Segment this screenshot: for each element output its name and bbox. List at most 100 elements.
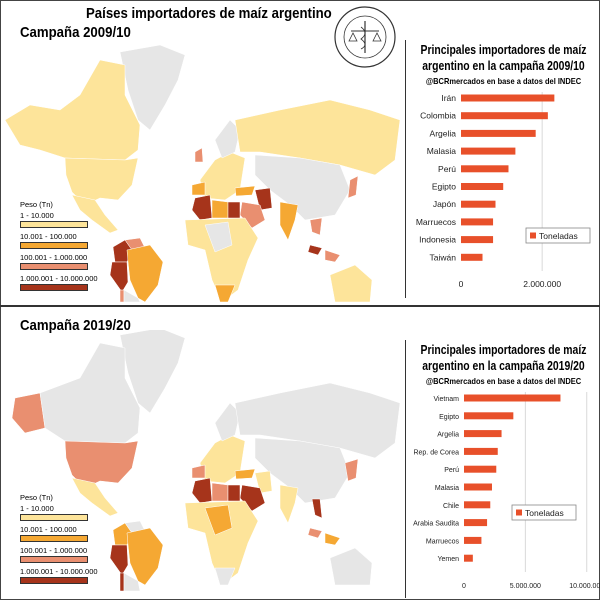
legend-swatch	[516, 509, 522, 516]
africa-central	[204, 221, 233, 253]
bar-argelia	[461, 129, 536, 137]
turkey	[234, 185, 256, 197]
canada-alaska	[4, 59, 141, 161]
scandinavia	[214, 119, 241, 159]
bar-malasia	[461, 147, 516, 155]
malaysia	[307, 527, 323, 539]
alaska	[11, 392, 46, 434]
legend-swatch	[20, 535, 88, 542]
algeria	[191, 194, 213, 221]
x-tick-label: 10.000.000	[569, 583, 600, 590]
chart-panel-2019: Principales importadores de maíz argenti…	[405, 340, 600, 598]
category-label: Malasia	[435, 485, 459, 492]
category-label: Irán	[441, 93, 456, 103]
turkey	[234, 468, 256, 480]
main-title: Países importadores de maíz argentino	[86, 5, 332, 22]
category-label: Indonesia	[419, 235, 456, 245]
australia	[329, 264, 373, 302]
legend-swatch	[20, 577, 88, 584]
legend-swatch	[20, 284, 88, 291]
bar-per-	[461, 165, 509, 173]
india	[279, 484, 299, 524]
south-cone	[123, 572, 141, 592]
bar-chile	[464, 501, 491, 509]
legend-swatch	[20, 263, 88, 270]
legend-item-label: 1.000.001 - 10.000.000	[20, 274, 98, 283]
legend-box	[525, 227, 591, 244]
spain	[191, 181, 206, 196]
category-label: Egipto	[439, 414, 459, 421]
legend-item-label: 100.001 - 1.000.000	[20, 546, 88, 555]
bcr-logo	[334, 6, 396, 68]
legend-swatch	[20, 242, 88, 249]
bar-chart-2009: 0 2.000.000 Irán Colombia Argelia Malasia Perú…	[416, 92, 591, 289]
legend-top: Peso (Tn) 1 - 10.000 10.001 - 100.000 10…	[20, 200, 98, 295]
bar-indonesia	[461, 236, 494, 244]
usa	[64, 157, 139, 206]
bar-marruecos	[461, 218, 494, 226]
africa-central	[204, 504, 233, 536]
korea-japan	[344, 458, 359, 482]
chart-subtitle: @BCRmercados en base a datos del INDEC	[425, 76, 582, 86]
season-label-bottom: Campaña 2019/20	[20, 317, 131, 334]
world-map-2019	[11, 330, 401, 592]
category-label: Japón	[433, 199, 456, 209]
x-tick-label: 5.000.000	[510, 583, 541, 590]
legend-item-label: 1 - 10.000	[20, 211, 54, 220]
algeria	[191, 477, 213, 504]
legend-swatch	[20, 514, 88, 521]
legend-item-label: 10.001 - 100.000	[20, 525, 77, 534]
uk	[194, 147, 204, 163]
season-label-top: Campaña 2009/10	[20, 24, 131, 41]
egypt	[227, 201, 241, 219]
iran	[254, 187, 273, 211]
indonesia	[324, 249, 341, 263]
category-label: Argelia	[430, 128, 457, 138]
japan	[347, 175, 359, 199]
category-label: Taiwán	[430, 252, 457, 262]
legend-swatch	[530, 232, 536, 239]
legend-item-label: 10.001 - 100.000	[20, 232, 77, 241]
category-label: Malasia	[427, 146, 457, 156]
russia	[234, 382, 401, 459]
chart-subtitle: @BCRmercados en base a datos del INDEC	[425, 376, 582, 386]
legend-label: Toneladas	[525, 508, 564, 518]
chile	[119, 289, 125, 302]
usa	[64, 440, 139, 489]
south-africa	[214, 567, 236, 586]
chart-panel-2009: Principales importadores de maíz argenti…	[405, 40, 600, 298]
bar-jap-n	[461, 200, 496, 208]
vietnam	[311, 498, 323, 519]
bar-colombia	[461, 112, 548, 120]
legend-label: Toneladas	[539, 231, 578, 241]
legend-item-label: 1.000.001 - 10.000.000	[20, 567, 98, 576]
libya	[211, 482, 229, 502]
russia	[234, 99, 401, 176]
category-label: Perú	[438, 164, 456, 174]
malaysia-indonesia	[307, 244, 323, 256]
chart-title: Principales importadores de maíz argenti…	[420, 342, 587, 373]
greenland	[119, 330, 186, 414]
world-map-2009	[4, 44, 401, 302]
bar-egipto	[461, 183, 504, 190]
legend-item-label: 1 - 10.000	[20, 504, 54, 513]
south-cone	[123, 289, 141, 302]
bar-chart-2019: 0 5.000.000 10.000.000 Vietnam Egipto Argelia…	[413, 392, 600, 590]
category-label: Chile	[443, 503, 459, 510]
bar-marruecos	[464, 536, 482, 544]
indonesia	[324, 532, 341, 546]
bar-per-	[464, 465, 497, 473]
legend-title: Peso (Tn)	[20, 200, 53, 209]
peru	[109, 261, 129, 293]
category-label: Vietnam	[433, 396, 459, 403]
bar-taiw-n	[461, 253, 483, 261]
se-asia	[309, 217, 323, 236]
legend-bottom: Peso (Tn) 1 - 10.000 10.001 - 100.000 10…	[20, 493, 98, 588]
category-label: Colombia	[420, 111, 456, 121]
bar-rep-de-corea	[464, 447, 498, 455]
scandinavia	[214, 402, 241, 442]
legend-item-label: 100.001 - 1.000.000	[20, 253, 88, 262]
greenland	[119, 44, 186, 131]
mexico-central	[71, 194, 119, 234]
legend-title: Peso (Tn)	[20, 493, 53, 502]
